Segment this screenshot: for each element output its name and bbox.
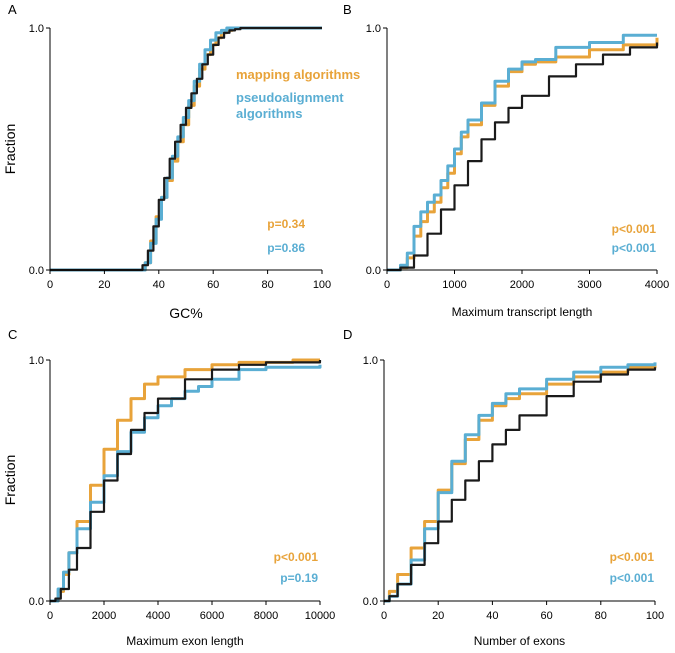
p-value-pseudoalignment: p<0.001 — [610, 571, 655, 585]
y-tick-label: 0.0 — [366, 265, 381, 277]
x-tick-label: 4000 — [645, 279, 669, 291]
series-line-background — [50, 360, 322, 603]
series-line-background — [50, 26, 322, 272]
p-value-mapping: p<0.001 — [610, 550, 655, 564]
series-line-pseudo — [50, 26, 322, 272]
y-tick-label: 0.0 — [363, 596, 378, 608]
x-tick-label: 6000 — [200, 610, 224, 622]
x-tick-label: 0 — [384, 279, 390, 291]
x-tick-label: 40 — [153, 279, 165, 291]
x-axis-title: GC% — [169, 305, 202, 321]
y-tick-label: 1.0 — [29, 355, 44, 367]
x-tick-label: 20 — [98, 279, 110, 291]
p-value-mapping: p<0.001 — [612, 222, 657, 236]
x-tick-label: 0 — [47, 610, 53, 622]
legend-pseudo-label-line1: pseudoalignment — [236, 90, 344, 105]
x-tick-label: 100 — [646, 610, 664, 622]
x-axis-title: Number of exons — [474, 634, 565, 648]
p-value-mapping: p<0.001 — [274, 550, 319, 564]
p-value-pseudoalignment: p<0.001 — [612, 241, 657, 255]
legend: mapping algorithms pseudoalignmentalgorit… — [236, 67, 360, 121]
x-tick-label: 60 — [207, 279, 219, 291]
x-tick-label: 80 — [595, 610, 607, 622]
y-tick-label: 1.0 — [29, 23, 44, 35]
x-tick-label: 20 — [432, 610, 444, 622]
series-line-background — [384, 367, 657, 603]
p-value-pseudoalignment: p=0.19 — [280, 571, 318, 585]
panel-letter: A — [8, 2, 17, 17]
y-tick-label: 0.0 — [29, 265, 44, 277]
panel-letter: C — [8, 327, 17, 342]
y-tick-label: 1.0 — [363, 355, 378, 367]
y-axis-title: Fraction — [2, 124, 18, 175]
series-line-pseudo — [50, 364, 322, 603]
x-tick-label: 0 — [381, 610, 387, 622]
x-tick-label: 60 — [540, 610, 552, 622]
x-tick-label: 2000 — [510, 279, 534, 291]
y-tick-label: 1.0 — [366, 23, 381, 35]
x-tick-label: 0 — [47, 279, 53, 291]
series-line-pseudo — [387, 33, 657, 272]
panel-letter: D — [343, 327, 352, 342]
x-tick-label: 8000 — [254, 610, 278, 622]
p-value-mapping: p=0.34 — [267, 217, 305, 231]
panel-letter: B — [343, 2, 352, 17]
series-line-mapping — [50, 26, 322, 272]
legend-pseudo-label-line2: algorithms — [236, 106, 302, 121]
x-tick-label: 1000 — [442, 279, 466, 291]
x-tick-label: 4000 — [146, 610, 170, 622]
series-line-background — [387, 42, 659, 272]
x-tick-label: 10000 — [305, 610, 336, 622]
panel-d: D 0 20 40 60 80 100 0.0 1.0 Number of exons p<0.00… — [343, 327, 664, 648]
p-value-pseudoalignment: p=0.86 — [267, 241, 305, 255]
x-tick-label: 2000 — [92, 610, 116, 622]
x-tick-label: 100 — [313, 279, 331, 291]
x-axis-title: Maximum exon length — [126, 634, 243, 648]
x-tick-label: 80 — [261, 279, 273, 291]
legend-mapping-label: mapping algorithms — [236, 67, 360, 82]
panel-b: B 0 1000 2000 3000 4000 0.0 1.0 Maximum transcri… — [343, 2, 669, 319]
x-tick-label: 3000 — [577, 279, 601, 291]
y-axis-title: Fraction — [2, 455, 18, 506]
panel-a: A 0 20 40 60 80 100 0.0 1.0 GC% Fraction p=0.34 p=0.… — [2, 2, 331, 321]
y-tick-label: 0.0 — [29, 596, 44, 608]
panel-c: C 0 2000 4000 6000 8000 10000 0.0 1.0 Maximum exo… — [2, 327, 335, 648]
x-tick-label: 40 — [486, 610, 498, 622]
x-axis-title: Maximum transcript length — [452, 305, 593, 319]
